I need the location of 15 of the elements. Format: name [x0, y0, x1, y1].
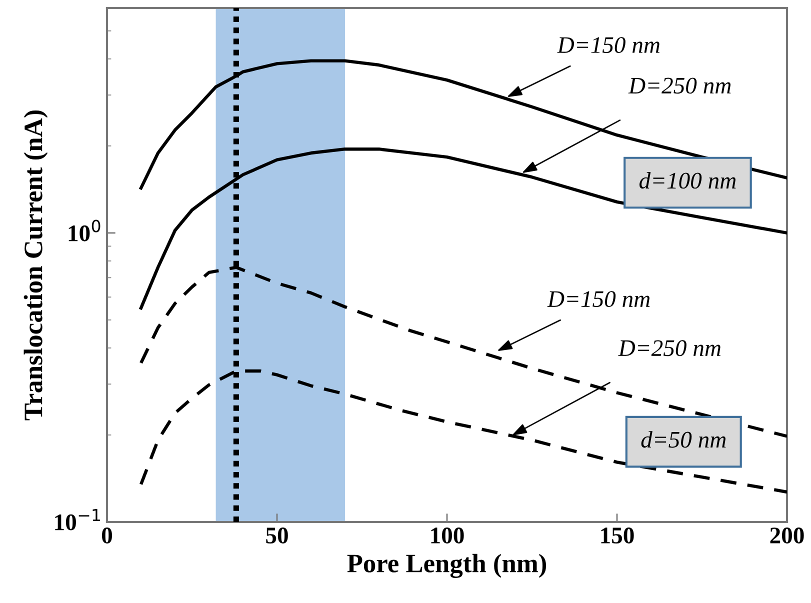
annotation: D=150 nm: [557, 37, 660, 54]
x-tick-label: 150: [601, 528, 634, 544]
x-axis-title: Pore Length (nm): [347, 554, 546, 578]
annotation: d=100 nm: [639, 172, 736, 189]
annotation: D=150 nm: [547, 291, 650, 308]
x-tick-label: 0: [102, 528, 112, 544]
annotation: D=250 nm: [618, 340, 721, 356]
annotation: d=50 nm: [641, 431, 726, 448]
y-tick-label: 10$^{−1}$: [55, 508, 100, 530]
annotation: D=250 nm: [628, 78, 731, 94]
x-tick-label: 50: [266, 528, 288, 544]
x-tick-label: 100: [431, 528, 464, 544]
x-tick-label: 200: [770, 528, 804, 544]
y-axis-title: Translocation Current (nA): [24, 110, 48, 420]
y-tick-label: 10$^{0}$: [68, 220, 100, 242]
